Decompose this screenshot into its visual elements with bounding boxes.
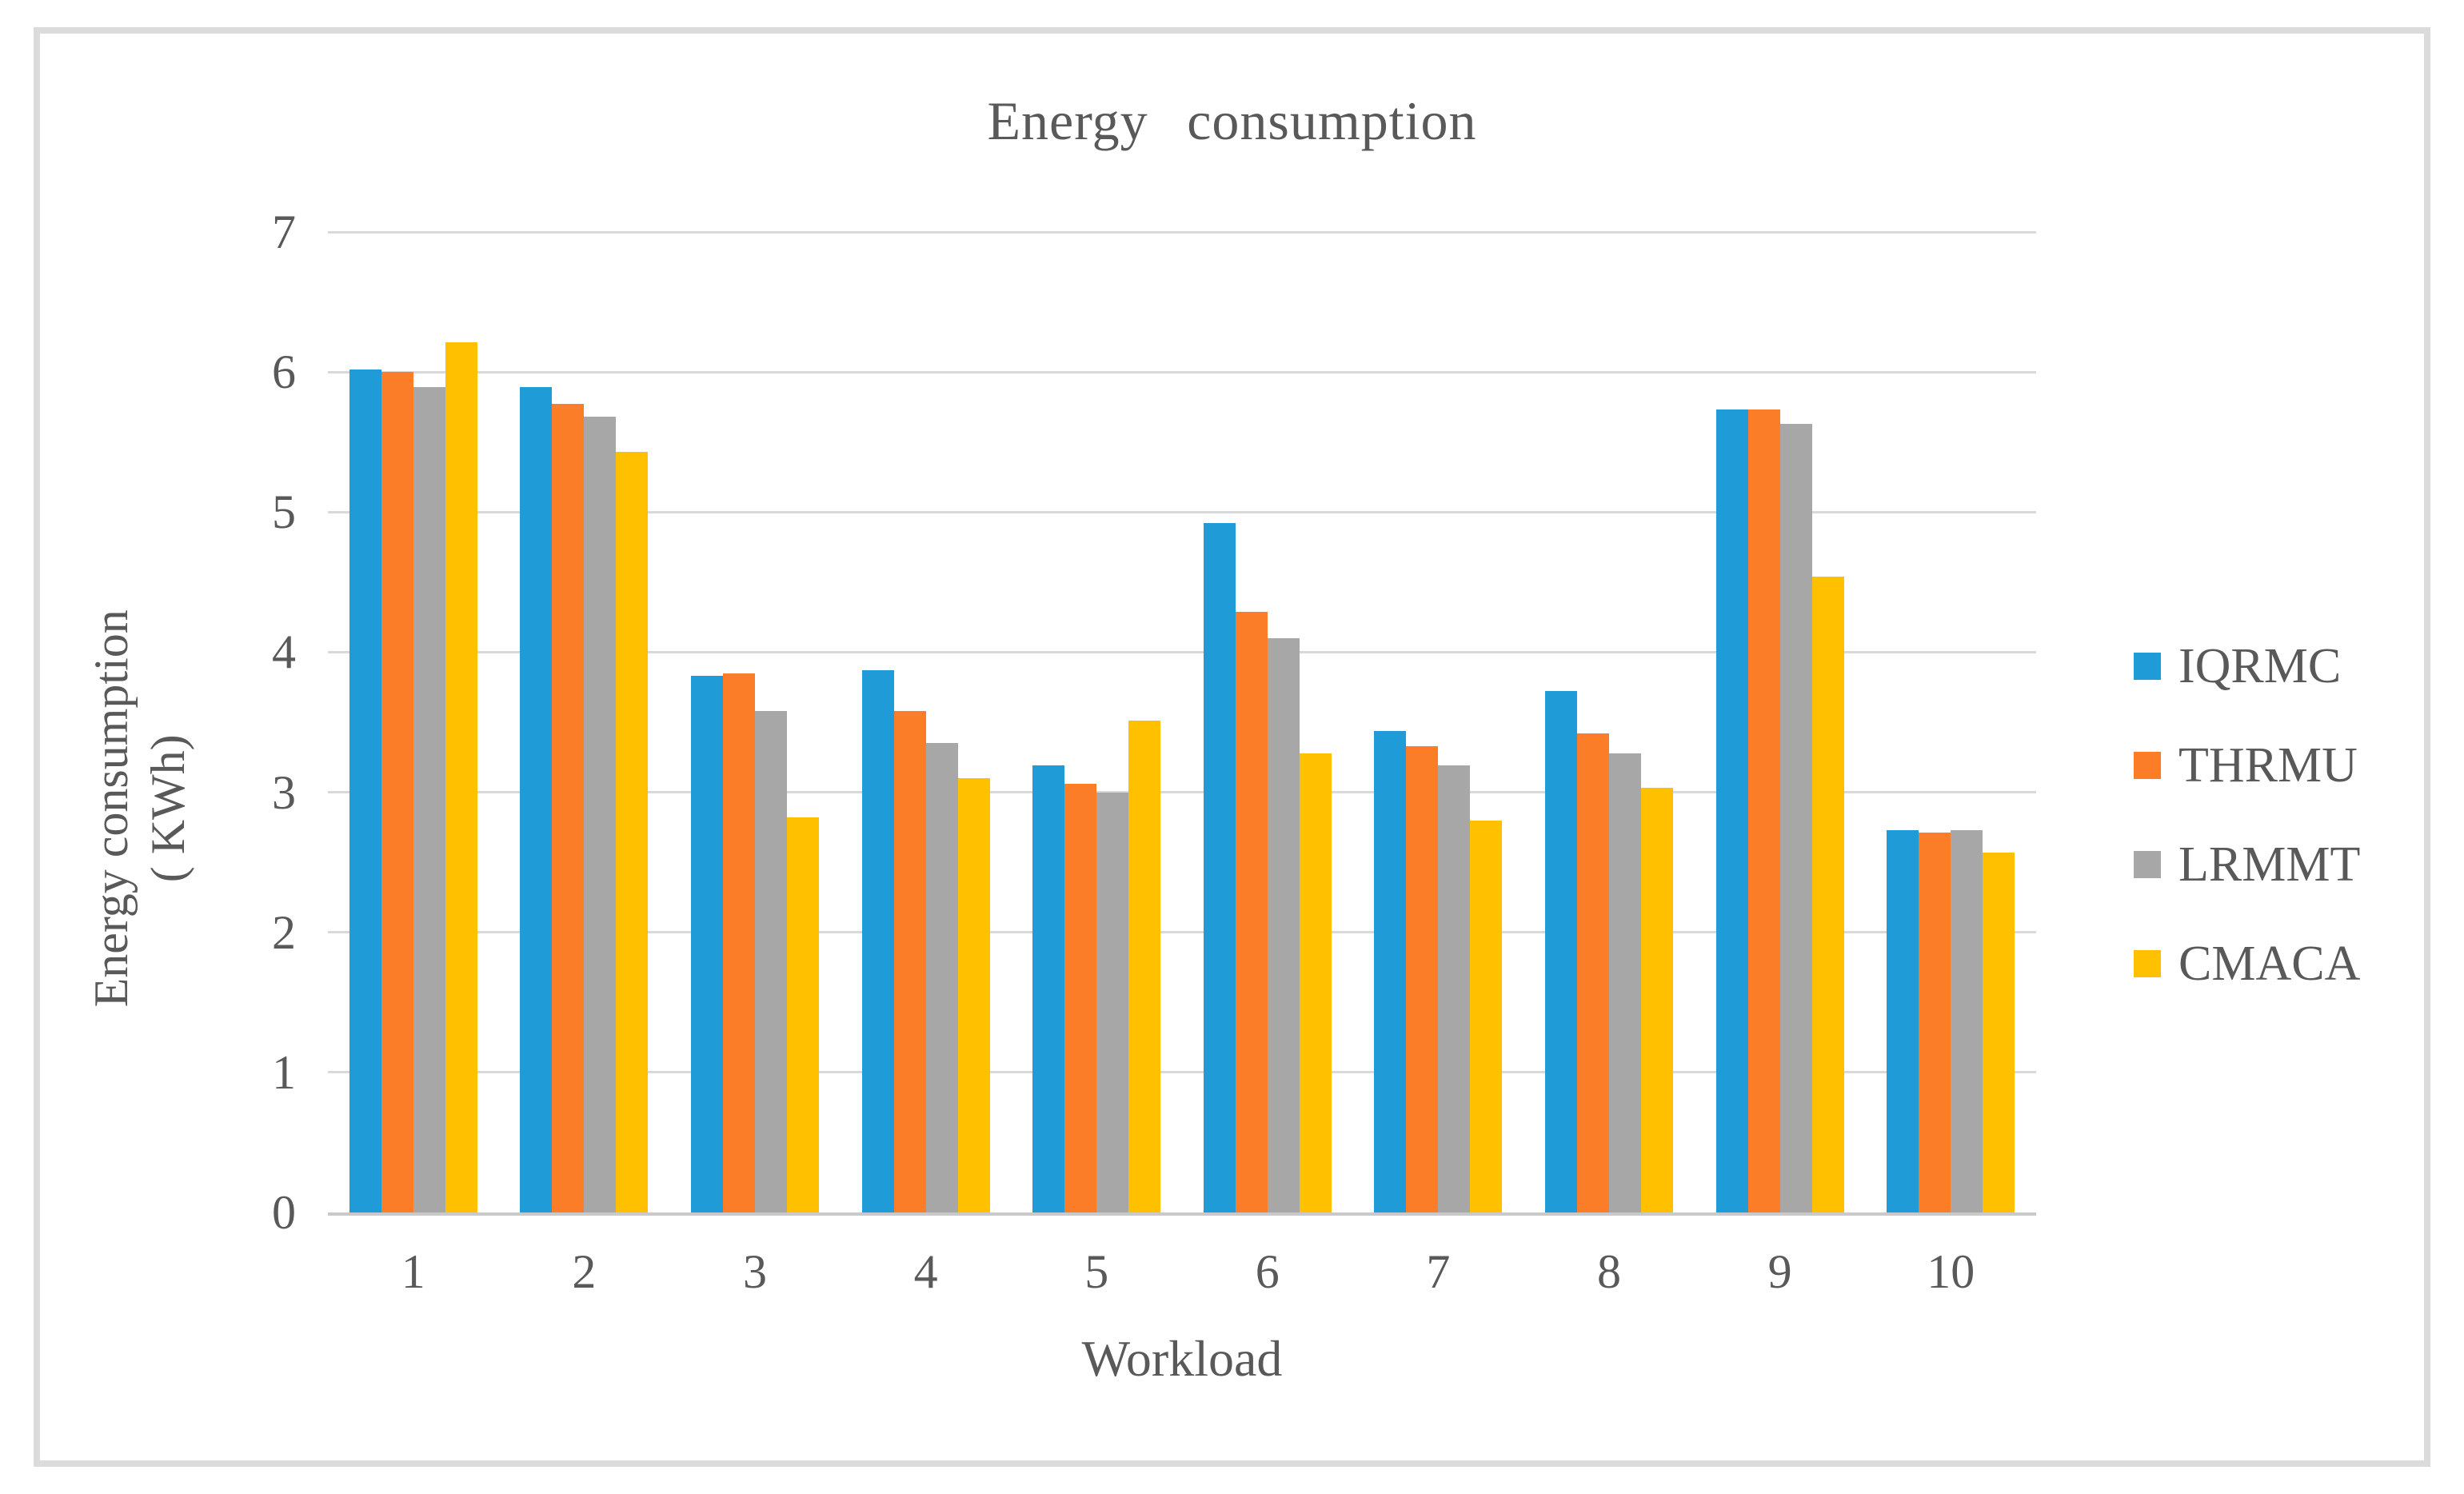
bar-lrmmt-workload-2 <box>584 417 617 1212</box>
plot-area <box>328 230 2036 1216</box>
bar-group-workload-2 <box>499 387 670 1212</box>
bar-iqrmc-workload-5 <box>1032 765 1065 1212</box>
y-tick-label-3: 3 <box>272 765 296 819</box>
bar-group-workload-1 <box>328 342 499 1212</box>
bar-lrmmt-workload-10 <box>1951 829 1983 1212</box>
bar-thrmu-workload-2 <box>552 404 585 1212</box>
bar-lrmmt-workload-9 <box>1779 423 1812 1212</box>
x-tick-label-4: 4 <box>913 1245 938 1298</box>
y-axis-title-line2: ( KWh) <box>142 734 194 883</box>
bar-thrmu-workload-4 <box>893 711 926 1212</box>
gridline-y5 <box>328 510 2036 513</box>
x-tick-label-3: 3 <box>742 1245 767 1298</box>
bar-cmaca-workload-7 <box>1470 820 1503 1212</box>
x-axis-title: Workload <box>1081 1330 1283 1387</box>
bar-cmaca-workload-5 <box>1128 721 1161 1212</box>
x-tick-label-8: 8 <box>1596 1245 1621 1298</box>
bar-group-workload-7 <box>1353 730 1524 1212</box>
bar-lrmmt-workload-4 <box>925 743 958 1212</box>
bar-cmaca-workload-8 <box>1640 788 1673 1212</box>
y-tick-label-6: 6 <box>272 346 296 399</box>
legend-item-lrmmt: LRMMT <box>2134 834 2360 895</box>
legend-label-thrmu: THRMU <box>2178 737 2358 793</box>
y-tick-label-2: 2 <box>272 905 296 959</box>
bar-thrmu-workload-5 <box>1064 784 1097 1212</box>
legend-item-thrmu: THRMU <box>2134 735 2360 796</box>
bar-thrmu-workload-10 <box>1919 833 1951 1212</box>
y-tick-label-0: 0 <box>272 1186 296 1239</box>
bar-group-workload-4 <box>841 670 1012 1212</box>
bar-cmaca-workload-3 <box>786 817 819 1212</box>
y-tick-label-5: 5 <box>272 485 296 539</box>
bar-lrmmt-workload-1 <box>413 387 445 1212</box>
legend-item-iqrmc: IQRMC <box>2134 636 2360 697</box>
x-tick-label-9: 9 <box>1767 1245 1792 1298</box>
bar-cmaca-workload-9 <box>1811 576 1844 1212</box>
gridline-y2 <box>328 931 2036 934</box>
bar-lrmmt-workload-5 <box>1096 792 1129 1212</box>
bar-group-workload-3 <box>669 673 841 1212</box>
bar-group-workload-10 <box>1865 829 2036 1212</box>
bar-group-workload-6 <box>1182 523 1353 1212</box>
bar-iqrmc-workload-8 <box>1544 691 1577 1212</box>
legend-swatch-thrmu <box>2134 752 2161 779</box>
bar-thrmu-workload-9 <box>1747 409 1780 1212</box>
bar-group-workload-9 <box>1695 409 1866 1212</box>
bar-cmaca-workload-1 <box>445 342 477 1212</box>
bar-lrmmt-workload-7 <box>1438 765 1471 1212</box>
x-tick-label-1: 1 <box>401 1245 425 1298</box>
bar-iqrmc-workload-4 <box>861 670 894 1212</box>
bar-thrmu-workload-1 <box>381 372 413 1212</box>
bar-cmaca-workload-4 <box>957 778 990 1212</box>
bar-cmaca-workload-6 <box>1299 753 1332 1212</box>
y-axis-title: Energy consumption ( KWh) <box>83 369 197 1248</box>
y-tick-label-4: 4 <box>272 625 296 679</box>
y-tick-label-1: 1 <box>272 1045 296 1099</box>
bar-lrmmt-workload-6 <box>1267 637 1300 1212</box>
bar-iqrmc-workload-7 <box>1374 730 1407 1212</box>
x-tick-label-5: 5 <box>1084 1245 1109 1298</box>
gridline-y6 <box>328 370 2036 374</box>
bar-iqrmc-workload-6 <box>1203 523 1236 1212</box>
gridline-y3 <box>328 791 2036 794</box>
bar-cmaca-workload-2 <box>616 451 649 1212</box>
legend-item-cmaca: CMACA <box>2134 933 2360 994</box>
bar-lrmmt-workload-8 <box>1608 753 1641 1212</box>
bar-group-workload-5 <box>1011 721 1182 1212</box>
y-axis-title-line1: Energy consumption <box>85 609 138 1008</box>
bar-iqrmc-workload-1 <box>349 369 381 1212</box>
legend-label-iqrmc: IQRMC <box>2178 638 2342 693</box>
gridline-y7 <box>328 230 2036 234</box>
bar-thrmu-workload-8 <box>1576 733 1609 1212</box>
bar-group-workload-8 <box>1524 691 1695 1212</box>
gridline-y4 <box>328 650 2036 653</box>
bar-iqrmc-workload-9 <box>1715 409 1748 1212</box>
y-tick-label-7: 7 <box>272 206 296 258</box>
gridline-y1 <box>328 1071 2036 1074</box>
bar-thrmu-workload-6 <box>1235 611 1268 1212</box>
bar-thrmu-workload-7 <box>1406 745 1439 1212</box>
bar-iqrmc-workload-3 <box>690 676 723 1212</box>
bar-lrmmt-workload-3 <box>754 711 787 1212</box>
bar-iqrmc-workload-10 <box>1887 829 1919 1212</box>
legend-label-cmaca: CMACA <box>2178 936 2361 991</box>
x-axis-line <box>328 1212 2036 1216</box>
x-tick-label-2: 2 <box>572 1245 597 1298</box>
legend-label-lrmmt: LRMMT <box>2178 837 2361 892</box>
x-tick-label-7: 7 <box>1426 1245 1451 1298</box>
legend-swatch-lrmmt <box>2134 851 2161 878</box>
legend-swatch-iqrmc <box>2134 653 2161 680</box>
bar-cmaca-workload-10 <box>1983 852 2015 1212</box>
legend-swatch-cmaca <box>2134 950 2161 977</box>
chart-title: Energy consumption <box>987 90 1477 151</box>
legend: IQRMC THRMU LRMMT CMACA <box>2134 636 2360 1033</box>
x-tick-label-6: 6 <box>1255 1245 1280 1298</box>
bar-thrmu-workload-3 <box>722 673 755 1212</box>
x-tick-label-10: 10 <box>1927 1245 1975 1298</box>
bar-iqrmc-workload-2 <box>520 387 553 1212</box>
